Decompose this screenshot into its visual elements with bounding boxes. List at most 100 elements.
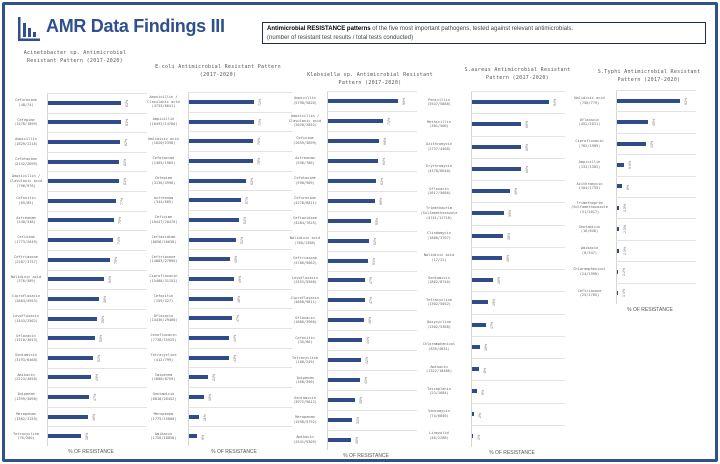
bar: [48, 100, 122, 105]
bar: [48, 394, 90, 399]
category-label: Nalidixic acid (17/31): [423, 253, 455, 262]
value-label: 9.6%: [627, 160, 632, 169]
gridline: [616, 90, 696, 91]
bar: [328, 158, 378, 163]
bar: [189, 158, 254, 163]
category-label: Ceftriaxone (4786/9062): [293, 255, 317, 265]
bar: [472, 189, 510, 194]
category-label: Amikacin (2223/4850): [14, 372, 38, 382]
bar: [617, 248, 619, 253]
gridline: [327, 91, 417, 92]
value-label: 46%: [367, 317, 372, 325]
x-axis-label: % OF RESISTANCE: [489, 450, 535, 456]
bar: [189, 335, 230, 340]
bar: [48, 179, 120, 184]
gridline: [47, 93, 147, 94]
category-label: Chloramphenicol (835/4631): [422, 342, 456, 351]
gridline: [47, 269, 147, 271]
category-label: Nalidixic acid (376/589): [10, 274, 42, 284]
bar: [328, 178, 377, 183]
description-text: of the five most important pathogens, te…: [370, 26, 574, 32]
bar: [472, 411, 474, 416]
description-bold: Antimicrobial RESISTANCE patterns: [267, 26, 371, 32]
category-label: Tetracycline (76/200): [13, 431, 39, 441]
category-label: Erythromycin (4378/6640): [426, 164, 452, 173]
bar: [328, 298, 365, 303]
category-label: Imipenem (168/390): [295, 375, 315, 385]
bar: [472, 166, 522, 171]
value-label: 17%: [489, 321, 494, 329]
gridline: [616, 132, 696, 134]
bar: [472, 367, 479, 372]
category-label: Cefixime (2659/3899): [293, 136, 317, 145]
value-label: 55%: [374, 217, 379, 225]
bar: [328, 418, 353, 423]
value-label: 19%: [491, 299, 496, 307]
category-label: Amikacin (8/347): [580, 245, 599, 255]
category-label: Ofloxacin (14436/29400): [149, 313, 178, 323]
bar: [472, 389, 477, 394]
bar: [617, 184, 623, 189]
bar: [328, 278, 365, 283]
category-label: Ofloxacin (452/1011): [578, 117, 601, 127]
value-label: 49%: [238, 275, 243, 283]
gridline: [47, 426, 147, 428]
category-label: Cefixime (1773/2649): [14, 235, 38, 245]
bar: [328, 398, 356, 403]
bar: [189, 316, 233, 321]
value-label: 47%: [368, 277, 373, 285]
value-label: 41%: [363, 376, 368, 385]
gridline: [471, 380, 565, 382]
category-label: Azithromycin (104/1735): [576, 181, 603, 191]
value-label: 75%: [118, 217, 122, 225]
category-label: Teicoplanin (23/1684): [427, 386, 451, 396]
gridline: [471, 202, 565, 204]
chart-title: Klebsiella sp. Antimicrobial Resistant P…: [307, 72, 433, 86]
bar: [189, 198, 242, 203]
category-label: Ciprofloxacin (2884/4953): [11, 294, 41, 303]
bar: [472, 322, 486, 327]
gridline: [327, 330, 417, 332]
category-label: Cefepime (3130/4996): [151, 175, 176, 185]
bar: [328, 218, 371, 223]
value-label: 90%: [402, 97, 407, 105]
bar: [472, 300, 488, 305]
bar: [48, 434, 82, 439]
bar: [472, 255, 502, 260]
value-label: 83%: [125, 99, 130, 107]
category-label: Cefepime (1578/1899): [14, 117, 38, 127]
value-label: 71%: [258, 98, 263, 106]
gridline: [188, 426, 292, 428]
gridline: [188, 92, 292, 93]
category-label: Imipenem (1399/3090): [14, 392, 38, 401]
gridline: [616, 282, 696, 284]
gridline: [327, 210, 417, 212]
gridline: [188, 328, 292, 329]
gridline: [47, 308, 147, 310]
bar: [617, 227, 619, 232]
category-label: Ciprofloxacin (15488/31152): [149, 274, 178, 283]
gridline: [327, 150, 417, 152]
page-title: AMR Data Findings III: [46, 16, 225, 36]
gridline: [188, 210, 292, 211]
value-label: 64%: [108, 276, 113, 284]
value-label: 26%: [497, 276, 502, 285]
chart-title: S.Typhi Antimicrobial Resistant Pattern …: [597, 69, 701, 83]
category-label: Ciprofloxacin (782/1989): [575, 138, 604, 148]
value-label: 48%: [237, 295, 242, 303]
x-axis-label: % OF RESISTANCE: [211, 449, 257, 455]
bar: [189, 99, 255, 104]
bar: [189, 355, 229, 360]
value-label: 45%: [234, 255, 239, 264]
gridline: [471, 313, 565, 315]
value-label: 70%: [257, 137, 262, 146]
gridline: [47, 112, 147, 114]
gridline: [47, 210, 147, 212]
gridline: [47, 367, 147, 369]
bar: [48, 218, 114, 223]
bar: [328, 318, 364, 323]
value-label: 21%: [212, 373, 217, 382]
bar: [472, 344, 481, 349]
bar: [189, 178, 247, 183]
